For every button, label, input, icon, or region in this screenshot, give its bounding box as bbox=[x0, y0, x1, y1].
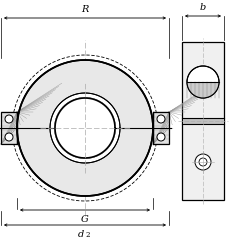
Text: 2: 2 bbox=[86, 231, 90, 239]
Bar bbox=[1, 112, 17, 144]
Circle shape bbox=[195, 154, 211, 170]
Wedge shape bbox=[187, 82, 219, 98]
Bar bbox=[182, 118, 224, 124]
Text: R: R bbox=[81, 5, 89, 14]
Circle shape bbox=[187, 66, 219, 98]
Bar bbox=[153, 112, 169, 144]
Bar bbox=[153, 112, 169, 144]
Circle shape bbox=[55, 98, 115, 158]
Bar bbox=[1, 112, 17, 144]
Bar bbox=[182, 42, 224, 200]
Text: G: G bbox=[81, 215, 89, 224]
Circle shape bbox=[51, 94, 119, 162]
Circle shape bbox=[5, 133, 13, 141]
Circle shape bbox=[5, 115, 13, 123]
Circle shape bbox=[199, 158, 207, 166]
Circle shape bbox=[157, 133, 165, 141]
Circle shape bbox=[17, 60, 153, 196]
Text: d: d bbox=[78, 230, 84, 239]
Text: b: b bbox=[200, 3, 206, 12]
Circle shape bbox=[157, 115, 165, 123]
